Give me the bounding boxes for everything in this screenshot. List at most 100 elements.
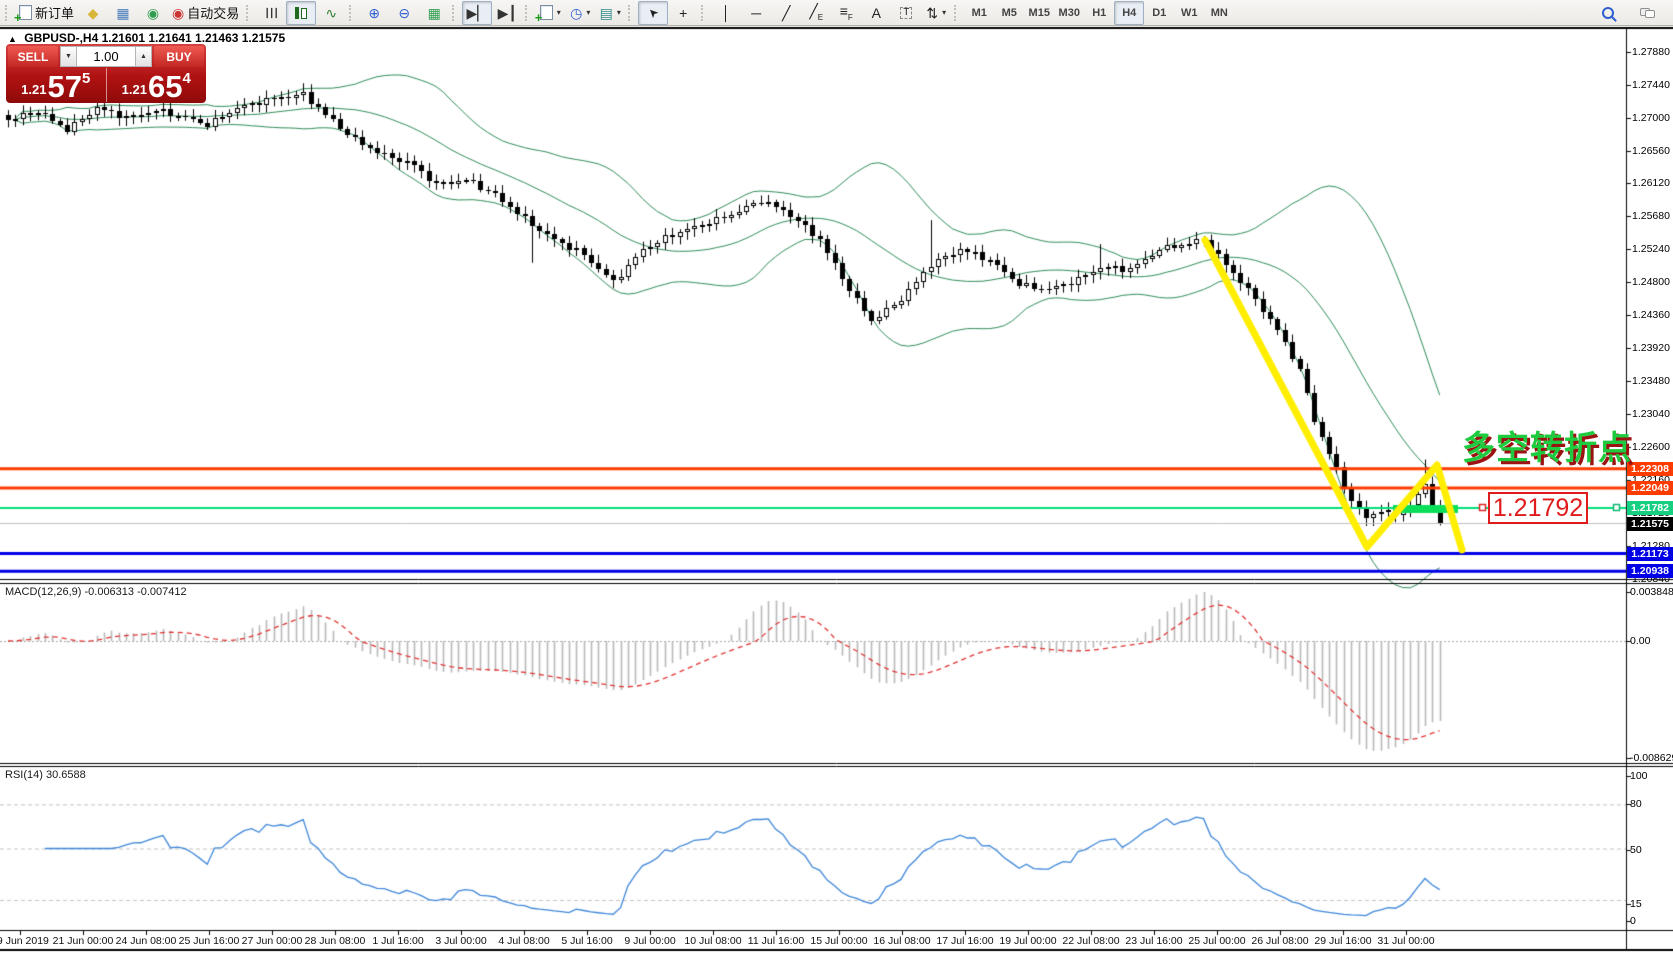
tile-windows-button[interactable]: ▦ [419, 1, 449, 25]
tf-m1-button-label: M1 [971, 6, 987, 19]
bar-chart-button[interactable]: ☰ [256, 1, 286, 25]
volume-increase-button[interactable]: ▲ [135, 46, 152, 67]
tf-h4-button[interactable]: H4 [1114, 0, 1145, 25]
tf-m30-button[interactable]: M30 [1054, 1, 1084, 25]
tf-h1-button-label: H1 [1092, 6, 1107, 19]
time-axis-label: 31 Jul 00:00 [1377, 935, 1435, 947]
price-scale-tick: 1.24360 [1632, 309, 1670, 322]
price-scale-tick: 1.25240 [1632, 243, 1670, 256]
vline-icon: │ [721, 4, 731, 21]
trendline-button[interactable]: ╱ [771, 1, 801, 25]
autotrading-button[interactable]: ◉ 自动交易 [168, 1, 243, 25]
autotrading-button-label: 自动交易 [187, 6, 240, 21]
tf-d1-button-label: D1 [1152, 6, 1167, 19]
tf-mn-button[interactable]: MN [1204, 1, 1234, 25]
tf-h1-button[interactable]: H1 [1084, 1, 1114, 25]
tf-w1-button-label: W1 [1181, 6, 1198, 19]
toolbar: + 新订单 ◆ ▦ ◉ ◉ 自动交易 ☰ ∿ ⊕ ⊖ ▦ ▶▏ ▶┃ + ▾ ◷ ▾ ▤ ▾ ➤ + │ ─ ╱ ╱E ≡F A T ⇅ ▾… [0, 0, 1673, 26]
time-axis-label: 1 Jul 16:00 [372, 935, 424, 947]
candlestick-button[interactable] [286, 0, 317, 25]
one-click-trading-panel: SELL ▼ 1.00 ▲ BUY 1.21 57 5 1.21 65 4 [6, 44, 206, 103]
price-scale-tick: 1.23920 [1632, 342, 1670, 355]
tf-m5-button[interactable]: M5 [994, 1, 1024, 25]
signal-button[interactable]: ◉ [138, 1, 168, 25]
time-axis-label: 3 Jul 00:00 [435, 935, 487, 947]
arrows-icon: ⇅ [926, 4, 939, 21]
text-button[interactable]: A [861, 1, 891, 25]
eraser-button[interactable]: ◆ [78, 1, 108, 25]
crosshair-button[interactable]: + [668, 1, 698, 25]
volume-decrease-button[interactable]: ▼ [60, 46, 77, 67]
linechart-icon: ∿ [325, 4, 338, 21]
tile-icon: ▦ [427, 4, 441, 21]
chat-button[interactable] [1633, 1, 1663, 25]
new-order-dropdown[interactable]: + ▾ [535, 1, 565, 25]
autoscroll-icon: ▶┃ [497, 4, 517, 21]
eraser-icon: ◆ [87, 4, 99, 21]
tf-m15-button[interactable]: M15 [1024, 1, 1054, 25]
line-chart-button[interactable]: ∿ [316, 1, 346, 25]
volume-input[interactable]: 1.00 [77, 46, 135, 67]
chart-autoscroll-button[interactable]: ▶┃ [492, 1, 522, 25]
toolbar-group-handle [452, 4, 457, 21]
price-scale-tick: 1.23040 [1632, 407, 1670, 420]
time-axis-label: 19 Jun 2019 [0, 935, 49, 947]
cursor-icon: ➤ [644, 3, 662, 22]
price-scale-tick: 1.26120 [1632, 177, 1670, 190]
rsi-scale-label: 15 [1630, 898, 1642, 910]
cursor-button[interactable]: ➤ [638, 0, 669, 25]
rsi-value: 30.6588 [45, 769, 86, 781]
buy-price-figure: 1.21 [121, 82, 147, 97]
chartwin-icon: ▦ [116, 4, 130, 21]
price-annotation-box[interactable]: 1.21792 [1488, 492, 1588, 524]
sell-price[interactable]: 1.21 57 5 [6, 68, 106, 102]
horizontal-line-button[interactable]: ─ [741, 1, 771, 25]
autotrade-icon: ◉ [172, 4, 185, 21]
templates-dropdown[interactable]: ▤ ▾ [595, 1, 625, 25]
volume-stepper: ▼ 1.00 ▲ [60, 46, 152, 67]
textA-icon: A [871, 4, 881, 21]
new-order-button[interactable]: + 新订单 [14, 1, 78, 25]
sell-button[interactable]: SELL [8, 46, 58, 67]
tf-d1-button[interactable]: D1 [1144, 1, 1174, 25]
shift-icon: ▶▏ [466, 4, 489, 21]
vertical-line-button[interactable]: │ [711, 1, 741, 25]
toolbar-group-handle [525, 4, 530, 21]
toolbar-group-handle [954, 4, 959, 21]
tf-h4-button-label: H4 [1122, 6, 1137, 19]
zoom-in-button[interactable]: ⊕ [359, 1, 389, 25]
crosshair-icon: + [679, 4, 688, 21]
zoom-out-button[interactable]: ⊖ [389, 1, 419, 25]
fibonacci-button[interactable]: ≡F [831, 1, 861, 25]
price-scale-tick: 1.24800 [1632, 276, 1670, 289]
periods-dropdown[interactable]: ◷ ▾ [565, 1, 595, 25]
time-axis-label: 26 Jul 08:00 [1251, 935, 1309, 947]
tf-m30-button-label: M30 [1058, 6, 1080, 19]
toolbar-group-handle [246, 4, 251, 21]
sell-price-figure: 1.21 [21, 82, 47, 97]
tf-m15-button-label: M15 [1028, 6, 1050, 19]
buy-button[interactable]: BUY [154, 46, 204, 67]
tf-m1-button[interactable]: M1 [964, 1, 994, 25]
macd-value-signal: -0.007412 [137, 586, 187, 598]
buy-price[interactable]: 1.21 65 4 [105, 68, 207, 102]
shapes-dropdown[interactable]: ⇅ ▾ [921, 1, 951, 25]
candlestick-icon [295, 6, 308, 19]
bars-icon: ☰ [263, 6, 280, 19]
tline-icon: ╱ [782, 4, 791, 21]
time-axis-label: 15 Jul 00:00 [810, 935, 868, 947]
price-level-label: 1.21173 [1627, 546, 1673, 561]
chart-shift-button[interactable]: ▶▏ [462, 0, 493, 25]
search-button[interactable] [1595, 1, 1625, 25]
equidistant-channel-button[interactable]: ╱E [801, 1, 831, 25]
text-label-button[interactable]: T [891, 1, 921, 25]
charts-window-button[interactable]: ▦ [108, 1, 138, 25]
turning-point-annotation[interactable]: 多空转折点 [1462, 429, 1632, 466]
time-axis-label: 16 Jul 08:00 [873, 935, 931, 947]
price-level-label: 1.21782 [1627, 501, 1673, 516]
template-icon: ▤ [599, 4, 613, 21]
tf-w1-button[interactable]: W1 [1174, 1, 1204, 25]
search-icon [1602, 6, 1614, 19]
macd-scale-label: 0.00 [1630, 635, 1651, 647]
